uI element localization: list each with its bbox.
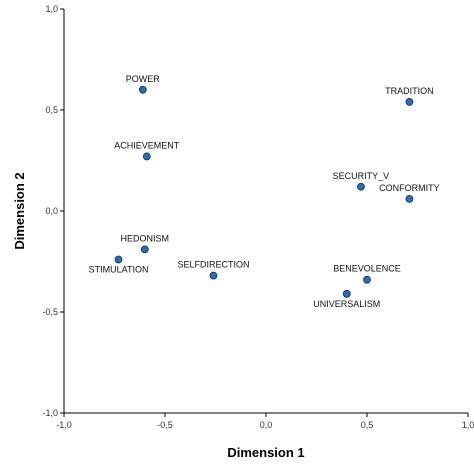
y-tick-label: 0,0	[45, 206, 58, 216]
y-tick-label: -1,0	[42, 408, 58, 418]
data-point	[405, 194, 414, 203]
point-label: HEDONISM	[121, 233, 170, 243]
x-axis-ticks: -1,0 -0,5 0,0 0,5 1,0	[56, 413, 474, 430]
point-label: TRADITION	[385, 86, 434, 96]
x-tick-label: -0,5	[157, 420, 173, 430]
data-point	[114, 255, 123, 264]
y-tick-label: -0,5	[42, 307, 58, 317]
x-tick-label: 0,5	[361, 420, 374, 430]
x-tick-label: 0,0	[260, 420, 273, 430]
data-points: POWER ACHIEVEMENT HEDONISM STIMULATION SELFD…	[89, 74, 440, 309]
data-point	[209, 271, 218, 280]
point-label: POWER	[126, 74, 161, 84]
point-label: CONFORMITY	[379, 183, 440, 193]
data-point	[357, 182, 365, 191]
data-point	[405, 98, 414, 106]
point-label: ACHIEVEMENT	[114, 140, 180, 150]
point-label: BENEVOLENCE	[333, 264, 401, 274]
y-tick-label: 0,5	[45, 105, 58, 115]
point-label: SECURITY_V	[333, 171, 390, 181]
y-axis-ticks: -1,0 -0,5 0,0 0,5 1,0	[42, 4, 64, 418]
data-point	[363, 275, 371, 284]
x-axis-title: Dimension 1	[227, 445, 304, 460]
data-point	[140, 245, 149, 254]
data-point	[342, 289, 351, 298]
data-point	[138, 85, 147, 94]
point-label: UNIVERSALISM	[313, 299, 380, 309]
point-label: STIMULATION	[89, 264, 149, 274]
x-tick-label: -1,0	[56, 420, 72, 430]
y-axis-title: Dimension 2	[12, 172, 27, 249]
point-label: SELFDIRECTION	[177, 260, 249, 270]
x-tick-label: 1,0	[462, 420, 474, 430]
y-tick-label: 1,0	[45, 4, 58, 14]
data-point	[142, 152, 151, 161]
